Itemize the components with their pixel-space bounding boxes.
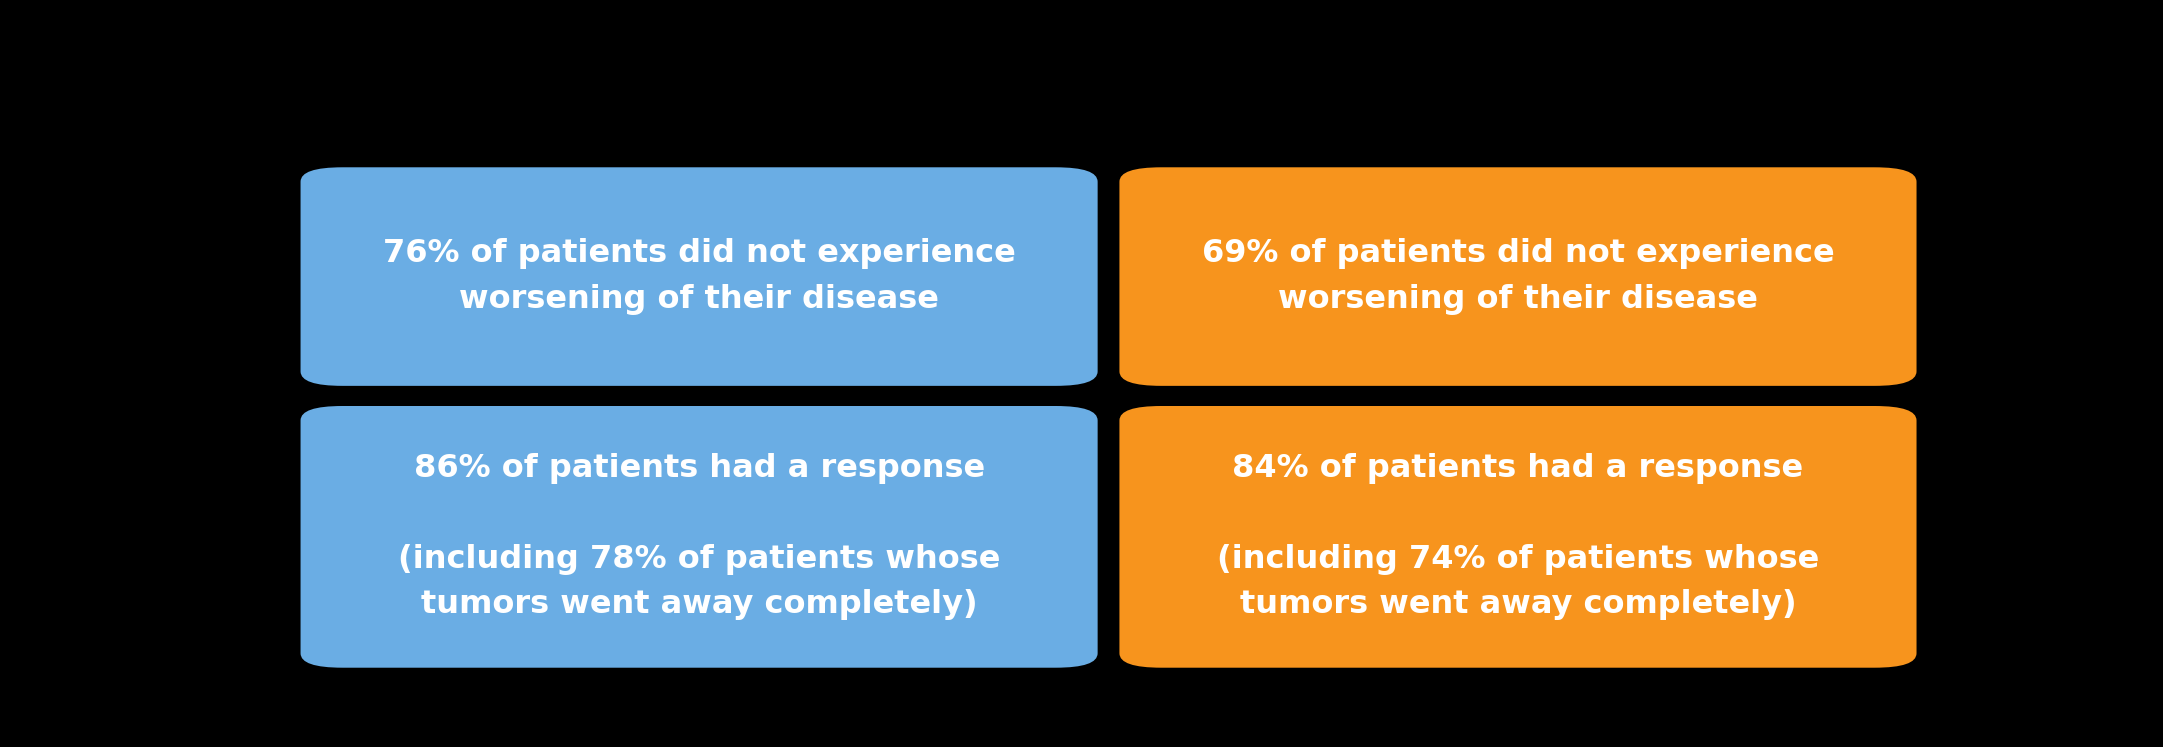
Text: 84% of patients had a response

(including 74% of patients whose
tumors went awa: 84% of patients had a response (includin… (1218, 453, 1819, 621)
Text: 86% of patients had a response

(including 78% of patients whose
tumors went awa: 86% of patients had a response (includin… (398, 453, 999, 621)
FancyBboxPatch shape (1120, 406, 1916, 668)
Text: 76% of patients did not experience
worsening of their disease: 76% of patients did not experience worse… (383, 238, 1014, 314)
FancyBboxPatch shape (301, 406, 1097, 668)
Text: 69% of patients did not experience
worsening of their disease: 69% of patients did not experience worse… (1203, 238, 1834, 314)
FancyBboxPatch shape (1120, 167, 1916, 386)
FancyBboxPatch shape (301, 167, 1097, 386)
